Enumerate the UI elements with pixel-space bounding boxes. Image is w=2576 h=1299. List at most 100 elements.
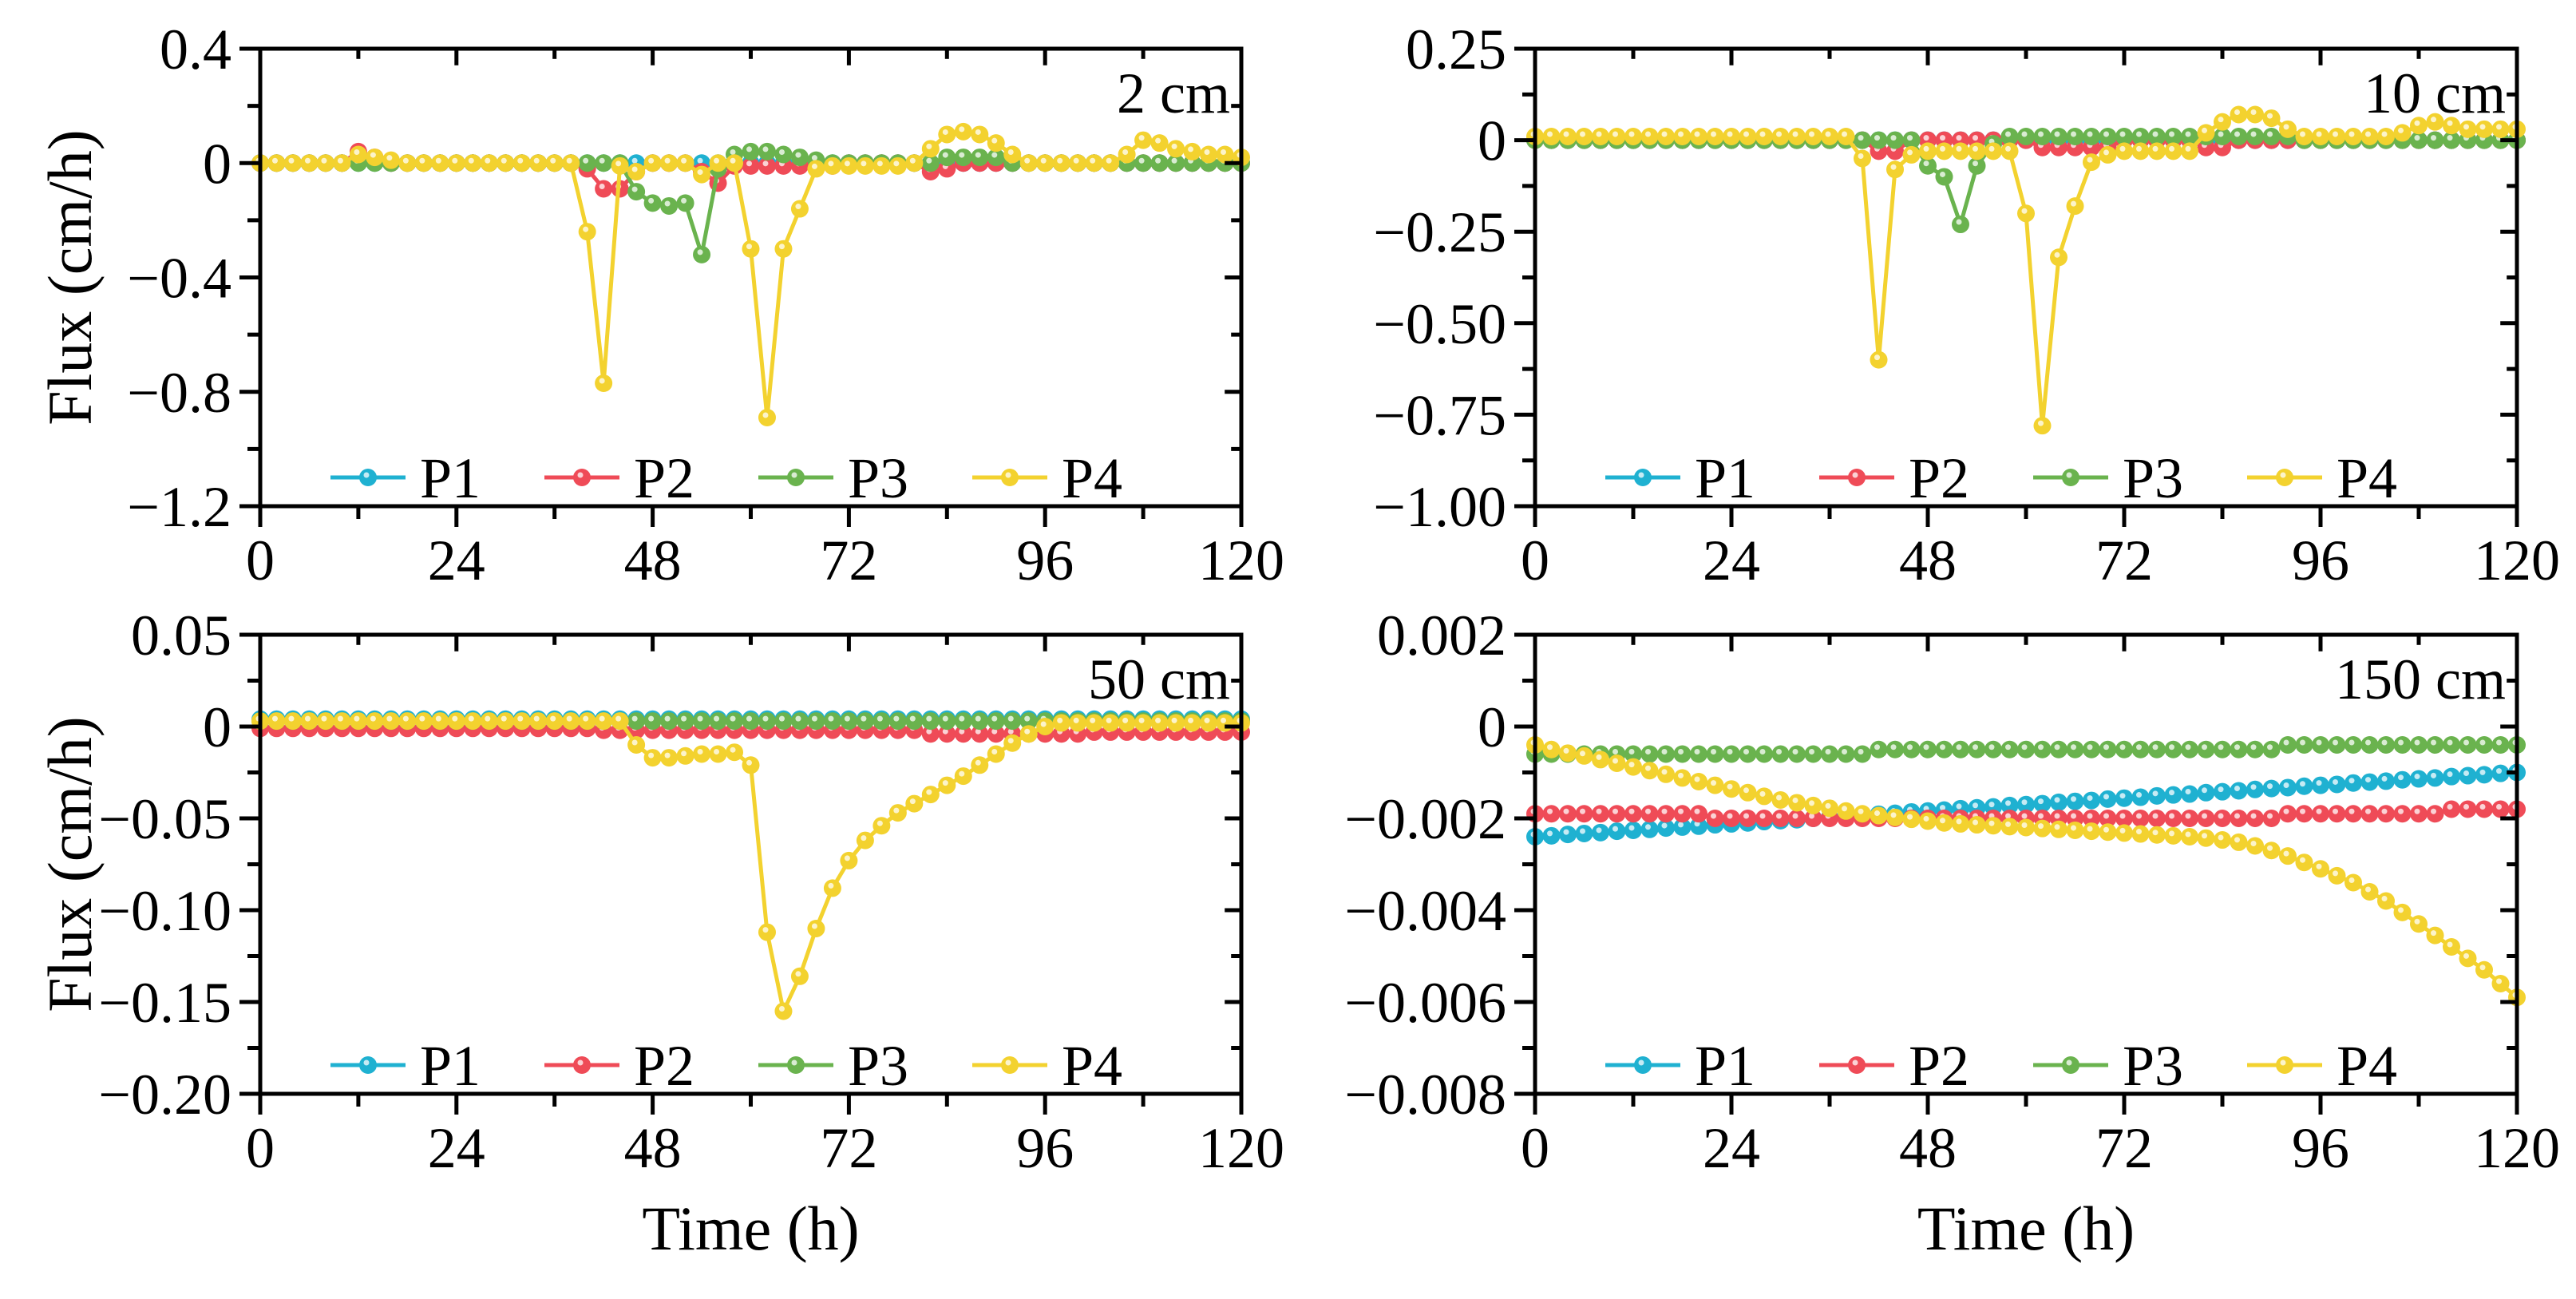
data-point — [2345, 774, 2362, 792]
data-point-highlight — [746, 244, 752, 250]
data-point-highlight — [2431, 808, 2436, 814]
chart-panel-3: 0 24 48 72 96 120 0.05 0 −0.05 −0.10 −0.15 −0.20 50 … — [35, 604, 1284, 1263]
data-point-highlight — [975, 152, 981, 158]
data-point — [2345, 128, 2362, 146]
data-point-highlight — [2136, 131, 2142, 137]
data-point — [512, 712, 531, 731]
data-point — [2214, 831, 2231, 849]
data-point-highlight — [2381, 775, 2388, 782]
legend-label: P4 — [1062, 1034, 1122, 1098]
data-point-highlight — [2005, 145, 2011, 152]
data-point — [1902, 145, 1921, 164]
data-point — [464, 154, 482, 172]
data-point-highlight — [1907, 814, 1913, 820]
legend-marker — [1001, 1056, 1019, 1074]
data-point-highlight — [1792, 797, 1798, 803]
x-tick-label: 96 — [1016, 529, 1074, 592]
data-point — [545, 712, 564, 731]
data-point-highlight — [1973, 802, 1978, 809]
legend-marker — [359, 1056, 377, 1074]
data-point-highlight — [1825, 131, 1831, 137]
data-point-highlight — [2152, 145, 2159, 152]
data-point — [1542, 128, 1561, 146]
data-point-highlight — [2152, 790, 2159, 797]
data-point-highlight — [795, 204, 801, 210]
data-point — [660, 154, 679, 172]
data-point — [2459, 736, 2477, 754]
legend: P1 P2 P3 P4 — [330, 446, 1122, 510]
data-point — [2017, 204, 2035, 223]
data-point-highlight — [1661, 131, 1668, 137]
data-point — [480, 712, 498, 731]
data-point — [2000, 142, 2019, 160]
data-point-highlight — [2087, 744, 2093, 750]
x-tick-label: 120 — [2474, 1116, 2560, 1180]
data-point-highlight — [2202, 127, 2207, 133]
data-point — [1085, 714, 1103, 732]
data-point — [1167, 154, 1185, 172]
legend: P1 P2 P3 P4 — [1605, 1034, 2397, 1098]
data-point — [1673, 128, 1692, 146]
legend-marker — [359, 469, 377, 486]
data-point — [283, 154, 302, 172]
data-point — [1003, 734, 1022, 752]
data-point — [2459, 766, 2477, 785]
x-tick-label: 120 — [1198, 1116, 1284, 1180]
data-point-highlight — [1090, 157, 1096, 164]
y-axis-title: Flux (cm/h) — [35, 129, 105, 425]
data-point — [758, 156, 776, 175]
data-point — [2279, 736, 2297, 754]
data-point-highlight — [1759, 749, 1766, 754]
data-point-highlight — [2087, 826, 2093, 832]
data-point — [2262, 810, 2281, 827]
data-point-highlight — [1940, 135, 1945, 141]
data-point — [726, 712, 744, 731]
data-point-highlight — [1907, 744, 1913, 750]
data-point — [807, 160, 825, 178]
data-point-highlight — [1155, 137, 1161, 144]
data-point-highlight — [337, 715, 343, 722]
data-point — [921, 712, 940, 731]
data-point-highlight — [2365, 886, 2371, 893]
data-point — [742, 712, 760, 731]
data-point-highlight — [1711, 749, 1716, 754]
data-point-highlight — [648, 157, 655, 164]
data-point-highlight — [762, 715, 769, 722]
data-point-highlight — [959, 715, 965, 722]
panel-depth-label: 150 cm — [2335, 648, 2506, 711]
data-point — [2083, 822, 2100, 841]
data-point — [1640, 745, 1659, 763]
legend-label: P3 — [848, 446, 908, 510]
data-point — [921, 154, 940, 172]
data-point-highlight — [2038, 813, 2044, 819]
x-tick-label: 48 — [624, 1116, 682, 1180]
data-point — [1968, 816, 1986, 834]
chart-panel-4: 0 24 48 72 96 120 0.002 0 −0.002 −0.004 −0.006 −0.0… — [1344, 604, 2560, 1263]
data-point — [2491, 800, 2510, 818]
x-tick-label: 48 — [1899, 1116, 1957, 1180]
data-point — [2360, 128, 2379, 146]
data-point — [2181, 740, 2198, 758]
data-point-highlight — [2414, 739, 2420, 746]
data-point — [2443, 117, 2460, 135]
data-point-highlight — [681, 157, 687, 164]
data-point — [693, 245, 711, 263]
data-point — [1559, 744, 1577, 762]
data-point — [2033, 128, 2052, 146]
legend-marker-highlight — [363, 472, 370, 478]
data-point — [2115, 824, 2133, 842]
data-point — [2246, 740, 2264, 758]
legend-marker-highlight — [577, 472, 584, 478]
data-point-highlight — [2202, 787, 2207, 794]
data-point-highlight — [1956, 145, 1962, 152]
data-point-highlight — [435, 715, 441, 722]
data-point-highlight — [2071, 131, 2076, 137]
legend-item-p4: P4 — [972, 1034, 1122, 1098]
data-point-highlight — [1727, 813, 1733, 819]
data-point — [2279, 805, 2297, 823]
data-point — [742, 756, 760, 774]
y-tick-label: −0.50 — [1373, 292, 1506, 356]
data-point-highlight — [861, 835, 867, 842]
data-point-highlight — [2398, 808, 2404, 814]
data-point — [840, 156, 858, 175]
